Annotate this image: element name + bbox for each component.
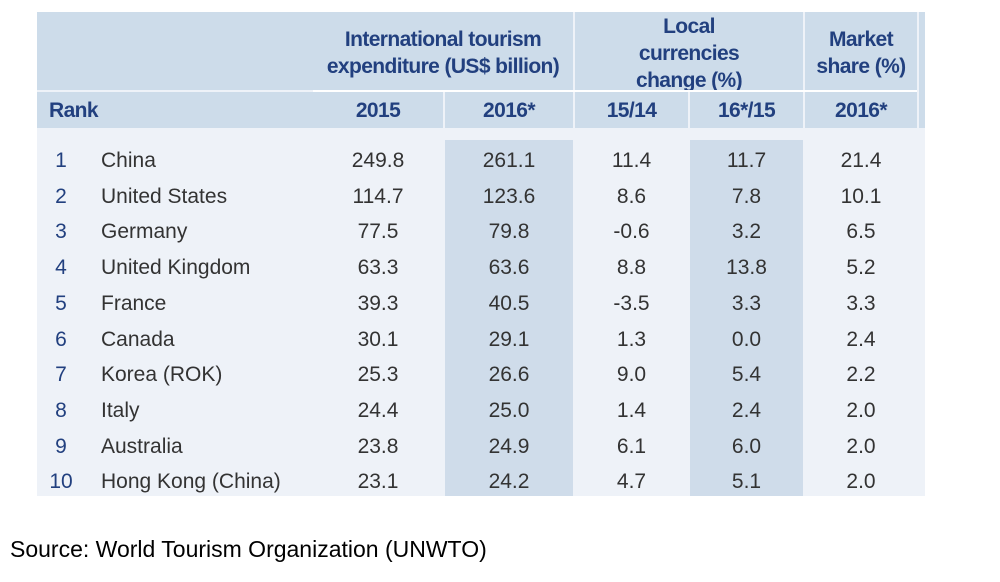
value-change-15-14: 11.4	[611, 149, 652, 172]
highlight-column-16-15	[690, 140, 803, 496]
header-currencies: Local currencies change (%)	[575, 12, 803, 92]
table-row: 5 France 39.3 40.5 -3.5 3.3 3.3	[37, 286, 925, 322]
value-2016: 29.1	[488, 327, 530, 351]
table-row: 8 Italy 24.4 25.0 1.4 2.4 2.0	[37, 393, 925, 429]
value-2015: 30.1	[357, 327, 399, 351]
value-2016: 40.5	[488, 291, 530, 315]
value-2015: 25.3	[357, 363, 399, 387]
value-change-16-15: 0.0	[731, 327, 762, 351]
value-change-15-14: 6.1	[616, 434, 647, 458]
value-change-16-15: 3.2	[731, 220, 762, 244]
value-market-share: 2.0	[846, 398, 876, 422]
value-change-16-15: 7.8	[731, 184, 762, 208]
rank-cell: 6	[55, 327, 67, 351]
value-change-15-14: -3.5	[613, 291, 650, 315]
value-2015: 114.7	[352, 184, 404, 208]
country-cell: China	[101, 149, 156, 172]
table-row: 3 Germany 77.5 79.8 -0.6 3.2 6.5	[37, 214, 925, 250]
table-row: 4 United Kingdom 63.3 63.6 8.8 13.8 5.2	[37, 250, 925, 286]
value-change-16-15: 5.4	[731, 363, 762, 387]
value-change-15-14: 4.7	[616, 470, 647, 494]
value-market-share: 10.1	[840, 184, 882, 208]
rank-cell: 4	[55, 256, 67, 280]
country-cell: France	[101, 291, 167, 315]
rank-cell: 3	[55, 220, 67, 244]
value-change-16-15: 2.4	[731, 398, 762, 422]
value-change-16-15: 3.3	[731, 291, 762, 315]
country-cell: Hong Kong (China)	[101, 470, 281, 494]
country-cell: Canada	[101, 327, 175, 351]
table-row: 9 Australia 23.8 24.9 6.1 6.0 2.0	[37, 429, 925, 465]
country-cell: United Kingdom	[101, 256, 251, 280]
table-row: 7 Korea (ROK) 25.3 26.6 9.0 5.4 2.2	[37, 357, 925, 393]
value-2015: 24.4	[357, 398, 399, 422]
country-cell: Australia	[101, 434, 183, 458]
country-cell: Germany	[101, 220, 188, 244]
tourism-expenditure-table: International tourism expenditure (US$ b…	[37, 12, 925, 496]
header-market-share: Market share (%)	[805, 12, 917, 90]
value-2015: 249.8	[351, 149, 405, 172]
value-change-15-14: 9.0	[616, 363, 647, 387]
header-rank: Rank 2015	[37, 92, 443, 128]
header-15-14: 15/14	[575, 92, 688, 128]
rank-cell: 5	[55, 291, 67, 315]
value-2016: 26.6	[488, 363, 530, 387]
value-market-share: 2.4	[846, 327, 876, 351]
country-cell: United States	[101, 184, 228, 208]
header-expenditure: International tourism expenditure (US$ b…	[313, 12, 573, 90]
value-market-share: 3.3	[846, 291, 876, 315]
source-note: Source: World Tourism Organization (UNWT…	[10, 536, 487, 562]
value-change-15-14: 1.4	[616, 398, 647, 422]
header-16-15: 16*/15	[690, 92, 803, 128]
rank-cell: 10	[49, 470, 73, 494]
value-2016: 24.2	[488, 470, 530, 494]
value-market-share: 5.2	[846, 256, 876, 280]
value-change-16-15: 6.0	[731, 434, 762, 458]
value-change-16-15: 5.1	[731, 470, 762, 494]
value-2016: 63.6	[488, 256, 530, 280]
value-2016: 261.1	[482, 149, 536, 172]
highlight-column-2016	[445, 140, 573, 496]
value-2015: 23.1	[357, 470, 399, 494]
value-market-share: 6.5	[846, 220, 876, 244]
value-2016: 79.8	[488, 220, 530, 244]
value-2015: 63.3	[357, 256, 399, 280]
value-2015: 39.3	[357, 291, 399, 315]
table-row: 10 Hong Kong (China) 23.1 24.2 4.7 5.1 2.0	[37, 464, 925, 500]
value-2016: 25.0	[488, 398, 530, 422]
rank-cell: 7	[55, 363, 67, 387]
table-row: 2 United States 114.7 123.6 8.6 7.8 10.1	[37, 179, 925, 215]
value-2016: 123.6	[482, 184, 536, 208]
rank-cell: 2	[55, 184, 67, 208]
value-change-15-14: 8.6	[616, 184, 647, 208]
header-divider	[313, 90, 917, 92]
table-row: 6 Canada 30.1 29.1 1.3 0.0 2.4	[37, 322, 925, 358]
value-change-15-14: 1.3	[616, 327, 647, 351]
header-2016: 2016*	[445, 92, 573, 128]
value-change-15-14: -0.6	[613, 220, 650, 244]
rank-cell: 9	[55, 434, 67, 458]
country-cell: Italy	[101, 398, 140, 422]
country-cell: Korea (ROK)	[101, 363, 223, 387]
value-change-16-15: 13.8	[726, 256, 767, 280]
value-market-share: 2.0	[846, 470, 876, 494]
rank-cell: 1	[55, 149, 67, 172]
value-market-share: 2.2	[846, 363, 876, 387]
value-2016: 24.9	[488, 434, 530, 458]
value-change-15-14: 8.8	[616, 256, 647, 280]
table-row: 1 China 249.8 261.1 11.4 11.7 21.4	[37, 143, 925, 179]
header-edge	[919, 12, 925, 128]
rank-cell: 8	[55, 398, 67, 422]
value-market-share: 21.4	[840, 149, 882, 172]
header-2015: 2015	[355, 98, 401, 122]
value-market-share: 2.0	[846, 434, 876, 458]
value-2015: 77.5	[357, 220, 399, 244]
value-change-16-15: 11.7	[726, 149, 767, 172]
header-ms-2016: 2016*	[805, 92, 917, 128]
value-2015: 23.8	[357, 434, 399, 458]
rank-label: Rank	[49, 98, 99, 122]
